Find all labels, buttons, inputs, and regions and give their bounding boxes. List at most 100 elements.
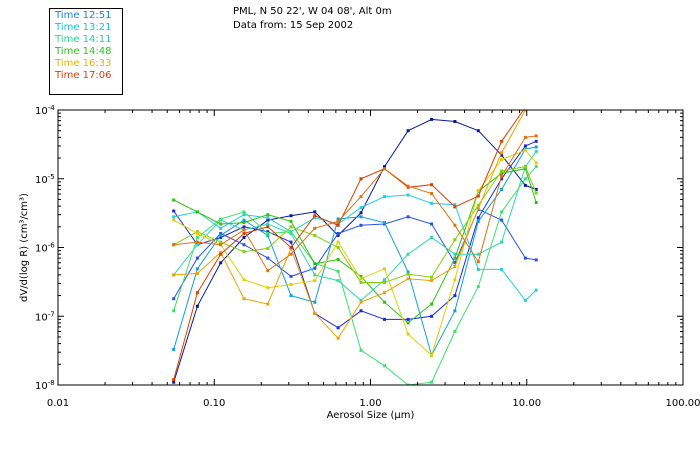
data-point xyxy=(534,145,538,149)
data-point xyxy=(336,233,340,237)
data-point xyxy=(500,139,504,143)
data-point xyxy=(266,302,270,306)
data-point xyxy=(219,232,223,235)
data-point xyxy=(523,298,527,302)
data-point xyxy=(406,215,410,219)
data-point xyxy=(242,297,246,301)
data-point xyxy=(266,230,270,234)
data-point xyxy=(383,300,386,304)
data-point xyxy=(523,183,527,187)
data-point xyxy=(534,161,538,165)
data-point xyxy=(523,165,527,169)
data-point xyxy=(266,225,270,229)
data-point xyxy=(534,258,538,262)
data-point xyxy=(500,218,504,222)
data-point xyxy=(534,288,538,292)
data-point xyxy=(359,274,363,278)
x-tick-label: 10.00 xyxy=(512,398,541,409)
data-point xyxy=(336,279,340,283)
plot-frame xyxy=(57,109,684,386)
data-point xyxy=(453,265,457,268)
data-point xyxy=(266,232,270,235)
data-point xyxy=(453,203,457,207)
data-point xyxy=(359,215,363,219)
data-point xyxy=(242,221,246,225)
data-point xyxy=(453,330,457,333)
data-point xyxy=(266,233,270,237)
data-point xyxy=(336,232,340,235)
data-point xyxy=(336,326,340,330)
data-point xyxy=(383,281,386,284)
data-point xyxy=(406,272,410,276)
data-point xyxy=(336,258,340,261)
data-point xyxy=(336,223,340,227)
data-point xyxy=(195,271,199,275)
data-point xyxy=(524,106,527,109)
data-point xyxy=(535,106,538,109)
data-point xyxy=(476,267,480,271)
data-point xyxy=(172,309,176,313)
y-axis-title: dV/d(log R) (cm³/cm³) xyxy=(19,193,30,302)
data-point xyxy=(266,246,270,250)
data-point xyxy=(383,317,386,321)
data-point xyxy=(359,177,363,181)
data-point xyxy=(534,149,538,153)
y-tick-label: 10-6 xyxy=(35,242,55,255)
data-point xyxy=(172,243,176,247)
data-point xyxy=(219,222,223,226)
data-point xyxy=(359,300,363,304)
data-point xyxy=(523,177,527,181)
data-point xyxy=(476,252,480,256)
y-tick-label: 10-8 xyxy=(35,379,55,392)
data-point xyxy=(289,274,293,278)
data-point xyxy=(430,222,434,226)
data-point xyxy=(313,226,317,230)
data-point xyxy=(500,174,504,178)
data-point xyxy=(476,189,480,193)
data-point xyxy=(172,347,176,351)
data-point xyxy=(535,106,538,109)
data-point xyxy=(219,236,223,239)
x-tick-label: 100.00 xyxy=(666,398,700,409)
data-point xyxy=(195,243,199,247)
data-point xyxy=(453,309,457,313)
data-point xyxy=(500,169,504,173)
data-point xyxy=(383,167,386,171)
data-point xyxy=(195,232,199,235)
data-point xyxy=(266,216,270,220)
data-point xyxy=(313,311,317,315)
data-point xyxy=(219,226,223,230)
data-point xyxy=(359,281,363,284)
data-point xyxy=(500,210,504,214)
data-point xyxy=(289,230,293,234)
data-point xyxy=(476,203,480,207)
data-point xyxy=(500,187,504,191)
data-point xyxy=(430,302,434,306)
data-point xyxy=(242,232,246,235)
data-point xyxy=(359,277,363,281)
data-point xyxy=(195,230,199,234)
series-line xyxy=(173,151,537,302)
data-point xyxy=(313,266,317,270)
data-point xyxy=(406,317,410,321)
data-point xyxy=(313,262,317,266)
data-point xyxy=(430,183,434,187)
data-point xyxy=(500,177,504,181)
data-point xyxy=(534,201,538,205)
data-point xyxy=(195,267,199,271)
x-tick-label: 1.00 xyxy=(359,398,381,409)
data-point xyxy=(195,210,199,214)
data-point xyxy=(383,221,386,225)
data-point xyxy=(195,256,199,260)
data-point xyxy=(453,256,457,260)
data-point xyxy=(359,206,363,210)
data-point xyxy=(359,211,363,215)
data-point xyxy=(500,153,504,157)
series-line xyxy=(173,118,537,383)
site-title: PML, N 50 22', W 04 08', Alt 0m xyxy=(233,6,392,17)
data-point xyxy=(476,285,480,289)
y-tick-label: 10-7 xyxy=(35,310,55,323)
data-point xyxy=(406,129,410,133)
data-point xyxy=(383,291,386,295)
data-point xyxy=(523,144,527,148)
